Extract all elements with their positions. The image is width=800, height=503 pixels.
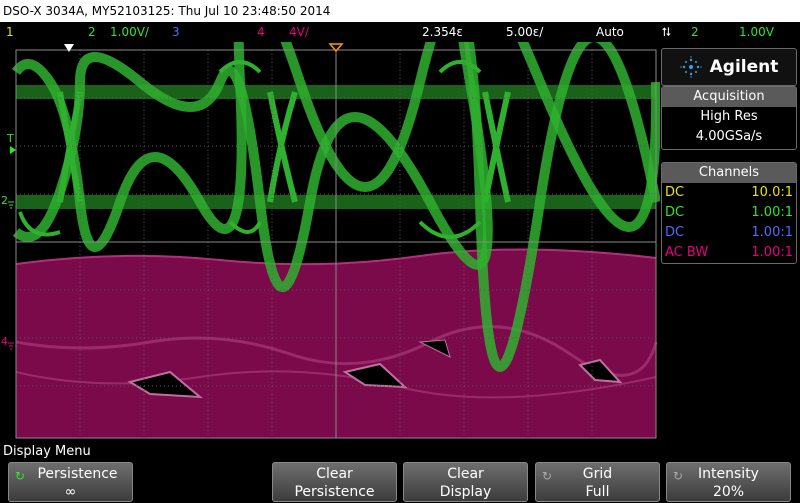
grid-value: Full bbox=[536, 483, 659, 501]
trigger-arrows-icon: ⮁ bbox=[661, 22, 671, 42]
title-bar: DSO-X 3034A, MY52103125: Thu Jul 10 23:4… bbox=[0, 0, 800, 22]
time-delay: 2.354ε bbox=[422, 22, 463, 42]
clear-display-line1: Clear bbox=[404, 465, 527, 483]
agilent-spark-icon bbox=[680, 56, 702, 78]
channel-probe: 1.00:1 bbox=[751, 203, 793, 223]
clear-persistence-line2: Persistence bbox=[273, 483, 396, 501]
clear-display-line2: Display bbox=[404, 483, 527, 501]
rotate-knob-icon: ↻ bbox=[673, 467, 683, 485]
grid-button[interactable]: ↻ Grid Full bbox=[535, 462, 660, 502]
channel-row-4: AC BW 1.00:1 bbox=[662, 243, 796, 263]
trigger-mode: Auto bbox=[596, 22, 624, 42]
side-panel: Agilent Acquisition High Res 4.00GSa/s C… bbox=[661, 48, 797, 264]
acquisition-panel[interactable]: Acquisition High Res 4.00GSa/s bbox=[661, 86, 797, 150]
trigger-level: 1.00V bbox=[739, 22, 774, 42]
clear-persistence-line1: Clear bbox=[273, 465, 396, 483]
persistence-button[interactable]: ↻ Persistence ∞ bbox=[8, 462, 133, 502]
acquisition-mode: High Res bbox=[662, 107, 796, 127]
channel-row-3: DC 1.00:1 bbox=[662, 223, 796, 243]
ch4-ground-marker[interactable]: 4 bbox=[1, 335, 8, 348]
channel-row-1: DC 10.0:1 bbox=[662, 183, 796, 203]
rotate-knob-icon: ↻ bbox=[15, 467, 25, 485]
persistence-value: ∞ bbox=[9, 483, 132, 501]
channel-probe: 10.0:1 bbox=[751, 183, 793, 203]
ch2-indicator[interactable]: 2 bbox=[88, 22, 96, 42]
status-bar: 1 2 1.00V/ 3 4 4V/ 2.354ε 5.00ε/ Auto ⮁ … bbox=[0, 22, 800, 42]
ch2-scale: 1.00V/ bbox=[110, 22, 149, 42]
time-scale: 5.00ε/ bbox=[506, 22, 543, 42]
intensity-value: 20% bbox=[667, 483, 790, 501]
intensity-label: Intensity bbox=[667, 465, 790, 483]
channels-title: Channels bbox=[662, 163, 796, 183]
acquisition-title: Acquisition bbox=[662, 87, 796, 107]
waveform-display[interactable]: T 2 4 bbox=[0, 42, 660, 442]
brand-logo: Agilent bbox=[661, 48, 797, 86]
trigger-source: 2 bbox=[691, 22, 699, 42]
ch4-indicator[interactable]: 4 bbox=[257, 22, 265, 42]
channel-row-2: DC 1.00:1 bbox=[662, 203, 796, 223]
channel-coupling: DC bbox=[665, 203, 684, 223]
brand-name: Agilent bbox=[710, 57, 779, 77]
ch3-indicator[interactable]: 3 bbox=[172, 22, 180, 42]
channel-probe: 1.00:1 bbox=[751, 223, 793, 243]
intensity-button[interactable]: ↻ Intensity 20% bbox=[666, 462, 791, 502]
ch2-ground-marker[interactable]: 2 bbox=[1, 194, 8, 207]
clear-display-button[interactable]: Clear Display bbox=[403, 462, 528, 502]
menu-title: Display Menu bbox=[3, 444, 91, 459]
trigger-level-marker[interactable]: T bbox=[6, 132, 14, 145]
channel-coupling: DC bbox=[665, 183, 684, 203]
persistence-label: Persistence bbox=[9, 465, 132, 483]
channels-panel[interactable]: Channels DC 10.0:1 DC 1.00:1 DC 1.00:1 A… bbox=[661, 162, 797, 264]
grid-label: Grid bbox=[536, 465, 659, 483]
channel-coupling: DC bbox=[665, 223, 684, 243]
ch4-scale: 4V/ bbox=[289, 22, 309, 42]
softkey-bar: ↻ Persistence ∞ Clear Persistence Clear … bbox=[0, 462, 800, 503]
rotate-knob-icon: ↻ bbox=[542, 467, 552, 485]
ch1-indicator[interactable]: 1 bbox=[6, 22, 14, 42]
sample-rate: 4.00GSa/s bbox=[662, 127, 796, 147]
channel-coupling: AC BW bbox=[665, 243, 708, 263]
clear-persistence-button[interactable]: Clear Persistence bbox=[272, 462, 397, 502]
channel-probe: 1.00:1 bbox=[751, 243, 793, 263]
